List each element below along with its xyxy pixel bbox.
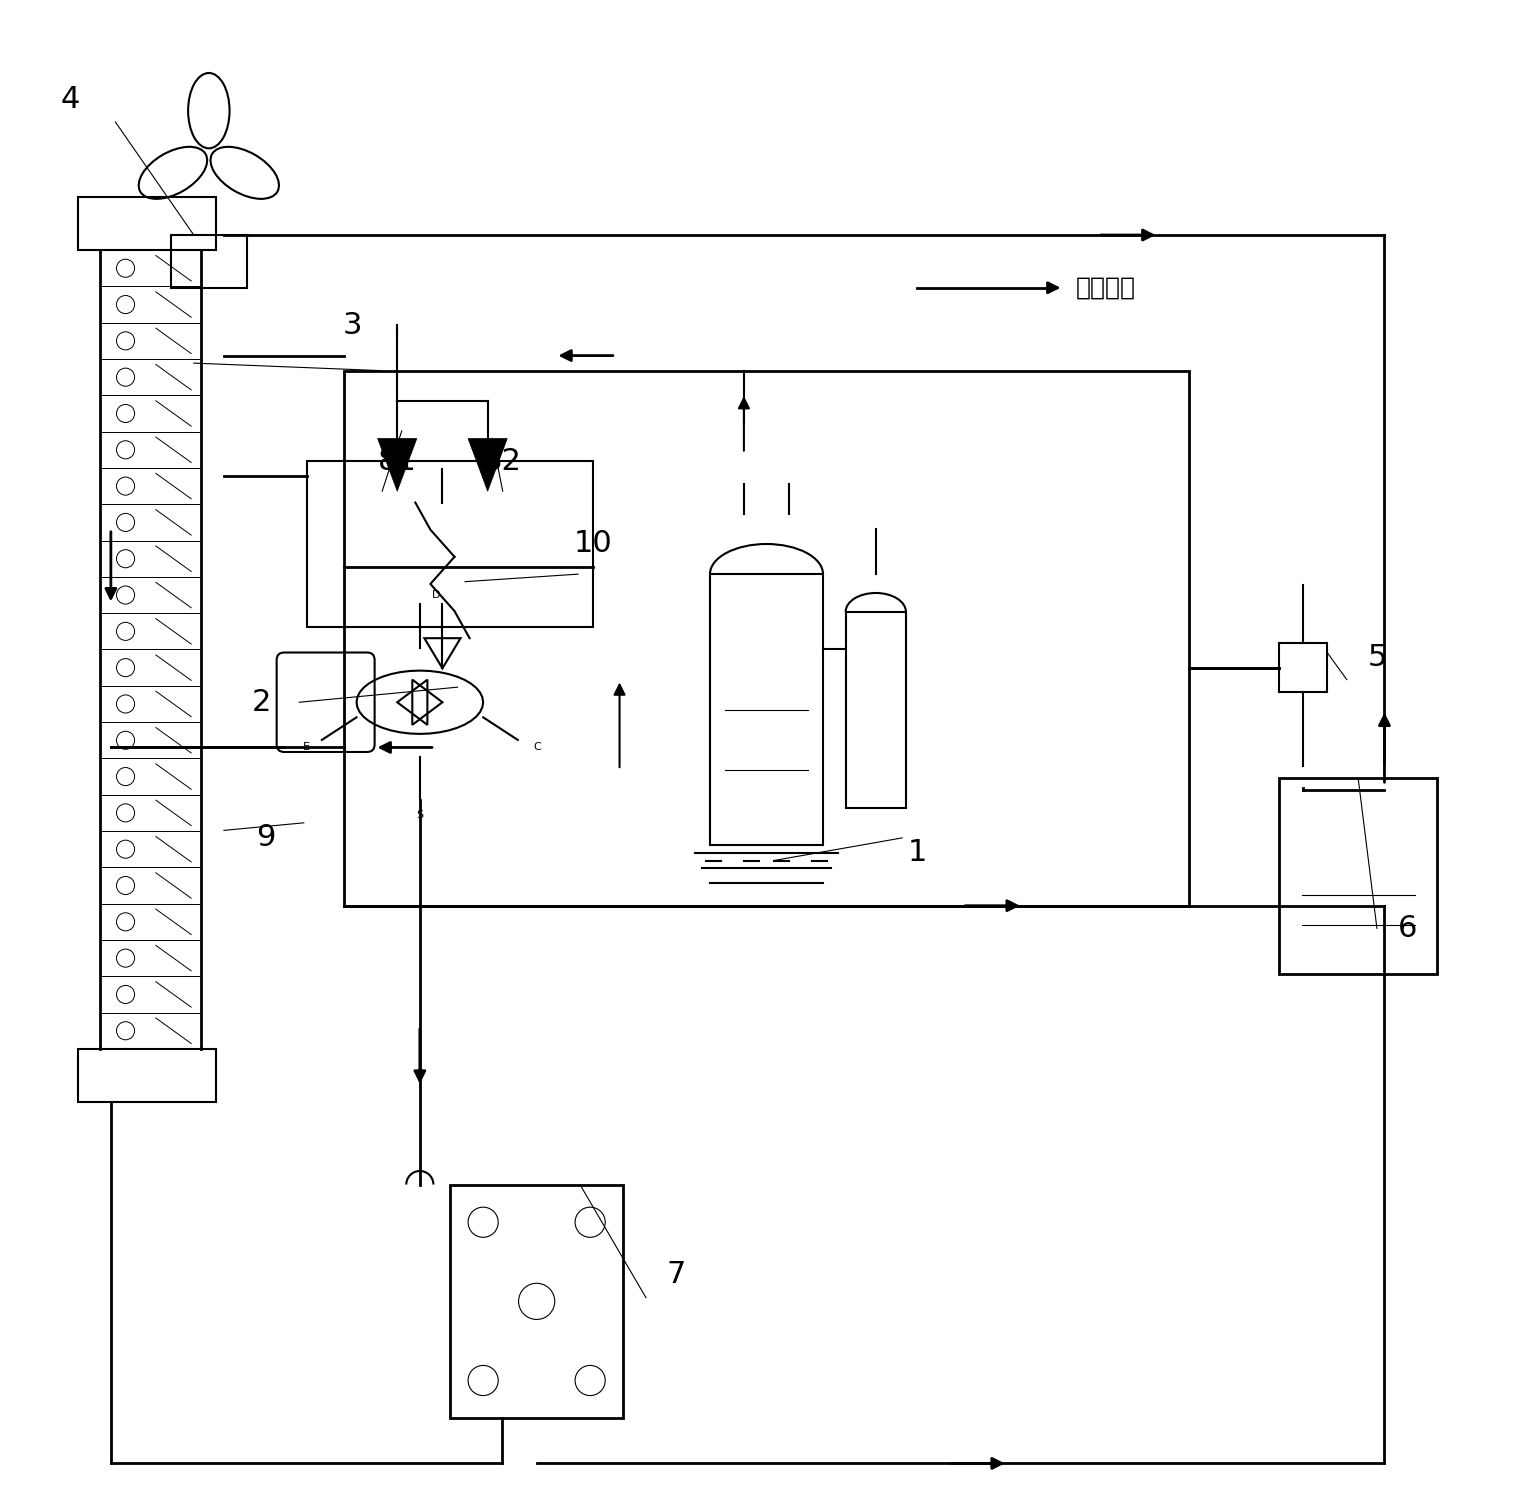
Text: 10: 10 [573, 530, 613, 559]
Bar [1279, 643, 1328, 692]
Polygon shape [377, 438, 417, 491]
Text: 82: 82 [483, 447, 523, 476]
Bar [78, 198, 216, 251]
Text: S: S [417, 811, 423, 820]
Bar [78, 1049, 216, 1102]
Text: 6: 6 [1398, 914, 1416, 942]
Bar [307, 461, 593, 627]
Text: 3: 3 [342, 311, 362, 340]
Text: 81: 81 [377, 447, 417, 476]
Text: 7: 7 [667, 1261, 685, 1290]
Text: D: D [432, 590, 440, 599]
Polygon shape [468, 438, 507, 491]
Text: 4: 4 [60, 85, 80, 113]
Text: 5: 5 [1367, 643, 1387, 672]
Bar [345, 370, 1188, 906]
Text: 2: 2 [251, 687, 271, 717]
Text: C: C [533, 743, 541, 752]
Text: 1: 1 [908, 838, 927, 867]
Text: 制热循环: 制热循环 [1076, 276, 1136, 300]
Bar [710, 574, 823, 846]
Bar [846, 612, 906, 808]
Bar [1279, 778, 1438, 974]
Bar [451, 1184, 624, 1418]
Text: 9: 9 [256, 823, 276, 853]
Bar [172, 236, 247, 288]
Text: E: E [304, 743, 310, 752]
